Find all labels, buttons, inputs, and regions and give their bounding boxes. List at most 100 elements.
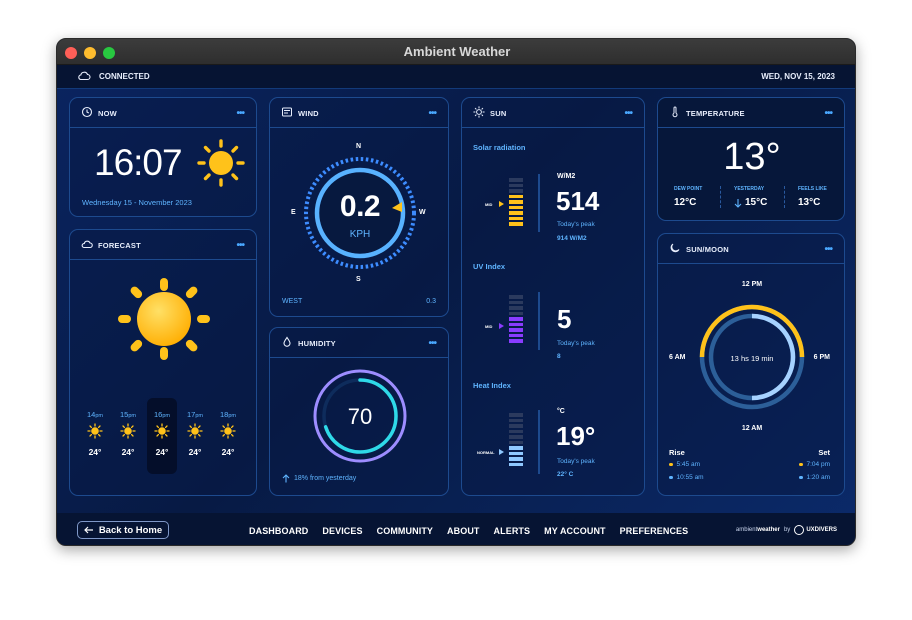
brand-logo: ambientweather	[736, 527, 780, 533]
sun-dot-icon	[799, 462, 803, 467]
heat-marker-arrow	[499, 449, 504, 455]
close-window-button[interactable]	[65, 47, 77, 59]
temperature-more-button[interactable]: •••	[824, 108, 832, 119]
partner-name: UXDIVERS	[806, 527, 837, 533]
temperature-card: TEMPERATURE ••• 13° DEW POINT 12°C YESTE…	[657, 97, 845, 221]
forecast-hour-1: 14pm 24°	[83, 410, 107, 457]
uv-peak-value: 8	[557, 353, 561, 360]
dew-point-value: 12°C	[674, 197, 697, 208]
heat-value: 19°	[556, 421, 596, 451]
connection-label: CONNECTED	[99, 71, 150, 81]
sun-moon-card-header: SUN/MOON •••	[658, 234, 844, 264]
nav-dashboard[interactable]: DASHBOARD	[249, 526, 309, 536]
small-sun-icon	[187, 423, 203, 439]
cloud-sync-icon	[78, 71, 91, 81]
small-sun-icon	[154, 423, 170, 439]
compass-east: E	[291, 209, 296, 216]
forecast-card: FORECAST •••	[69, 229, 257, 496]
wind-gauge-icon	[282, 107, 292, 117]
sunrise-value: 5:45 am	[676, 461, 701, 468]
back-to-home-label: Back to Home	[98, 524, 163, 536]
sun-moon-more-button[interactable]: •••	[824, 244, 832, 255]
heat-marker-label: NORMAL	[477, 450, 495, 455]
humidity-card: HUMIDITY ••• 70 18% from yesterday	[269, 327, 449, 496]
nav-community[interactable]: COMMUNITY	[376, 526, 434, 536]
sun-moon-card: SUN/MOON ••• 12 PM 12 AM 6 AM 6 PM 13 hs…	[657, 233, 845, 496]
clock-icon	[81, 106, 93, 118]
solar-peak-label: Today's peak	[557, 221, 595, 228]
forecast-temp: 24°	[221, 447, 235, 457]
sunset-time: 7:04 pm	[799, 461, 830, 468]
title-bar: Ambient Weather	[57, 39, 855, 65]
sun-moon-bottom-label: 12 AM	[741, 425, 763, 432]
sun-moon-title: SUN/MOON	[686, 245, 729, 254]
current-date-long: Wednesday 15 - November 2023	[82, 198, 192, 207]
forecast-hour-value: 18	[220, 410, 229, 419]
now-more-button[interactable]: •••	[236, 108, 244, 119]
sun-card: SUN ••• Solar radiation MID W/M2 514 T	[461, 97, 645, 496]
thermometer-icon	[672, 106, 678, 118]
humidity-card-header: HUMIDITY •••	[270, 328, 448, 358]
forecast-title: FORECAST	[98, 241, 141, 250]
day-length: 13 hs 19 min	[730, 354, 774, 363]
forecast-hour-suffix: pm	[228, 413, 236, 419]
current-date: WED, NOV 15, 2023	[761, 72, 835, 81]
nav-links: DASHBOARD DEVICES COMMUNITY ABOUT ALERTS…	[249, 526, 688, 536]
compass-west: W	[419, 209, 426, 216]
forecast-hour-2: 15pm 24°	[116, 410, 140, 457]
app-window: Ambient Weather CONNECTED WED, NOV 15, 2…	[56, 38, 856, 546]
maximize-window-button[interactable]	[103, 47, 115, 59]
nav-my-account[interactable]: MY ACCOUNT	[544, 526, 606, 536]
minimize-window-button[interactable]	[84, 47, 96, 59]
status-bar: CONNECTED WED, NOV 15, 2023	[57, 65, 855, 89]
humidity-more-button[interactable]: •••	[428, 338, 436, 349]
sun-moon-right-label: 6 PM	[813, 354, 830, 361]
yesterday-value: 15°C	[734, 197, 767, 208]
forecast-hour-value: 15	[120, 410, 129, 419]
wind-compass	[304, 157, 416, 269]
nav-preferences[interactable]: PREFERENCES	[619, 526, 689, 536]
wind-more-button[interactable]: •••	[428, 108, 436, 119]
temperature-card-header: TEMPERATURE •••	[658, 98, 844, 128]
temp-divider-2	[784, 186, 785, 208]
small-sun-icon	[220, 423, 236, 439]
forecast-hour-suffix: pm	[195, 413, 203, 419]
temperature-title: TEMPERATURE	[686, 109, 745, 118]
wind-direction-marker	[392, 202, 402, 212]
nav-devices[interactable]: DEVICES	[322, 526, 363, 536]
solar-level-bars	[509, 178, 523, 226]
arrow-down-icon	[734, 198, 742, 208]
dew-point-label: DEW POINT	[674, 186, 703, 192]
heat-level-bars	[509, 413, 523, 466]
forecast-temp: 24°	[88, 447, 102, 457]
humidity-value: 70	[347, 404, 373, 429]
forecast-more-button[interactable]: •••	[236, 240, 244, 251]
wind-speed: 0.2	[339, 190, 381, 223]
now-title: NOW	[98, 109, 117, 118]
forecast-hour-value: 17	[187, 410, 196, 419]
solar-marker-label: MID	[485, 202, 493, 207]
uv-marker-arrow	[499, 323, 504, 329]
nav-alerts[interactable]: ALERTS	[493, 526, 531, 536]
moonrise-time: 10:55 am	[669, 474, 704, 481]
compass-south: S	[356, 276, 361, 283]
sun-icon	[197, 139, 245, 187]
heat-peak-value: 22° C	[557, 471, 574, 478]
sunrise-time: 5:45 am	[669, 461, 700, 468]
partner-logo: UXDIVERS	[794, 525, 837, 535]
solar-scale-line	[538, 174, 540, 232]
moonset-time: 1:20 am	[799, 474, 830, 481]
moon-dot-icon	[669, 475, 673, 480]
uv-value: 5	[557, 304, 572, 334]
sun-title: SUN	[490, 109, 507, 118]
moon-dot-icon	[799, 475, 803, 480]
yesterday-temp: 15°C	[745, 197, 768, 208]
nav-about[interactable]: ABOUT	[447, 526, 480, 536]
back-to-home-button[interactable]: Back to Home	[77, 521, 169, 539]
brand-by: by	[783, 527, 791, 533]
humidity-gauge	[313, 369, 407, 463]
sun-more-button[interactable]: •••	[624, 108, 632, 119]
large-sun-icon	[118, 278, 210, 360]
yesterday-label: YESTERDAY	[734, 186, 765, 192]
set-label: Set	[818, 448, 830, 457]
